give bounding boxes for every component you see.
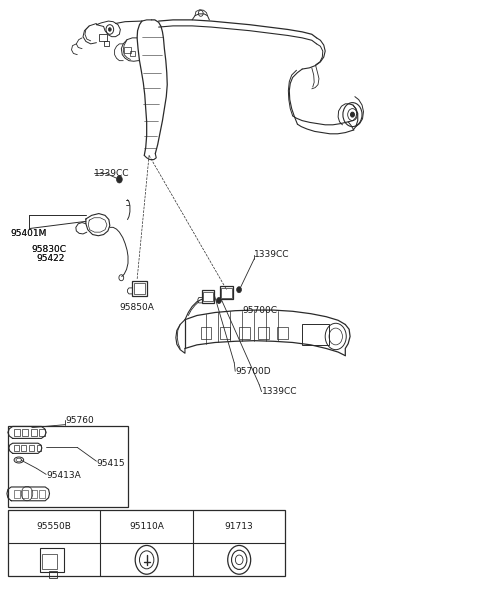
Bar bbox=[42, 554, 57, 569]
Text: 95830C: 95830C bbox=[32, 245, 67, 254]
Bar bbox=[14, 429, 20, 436]
Text: 95850A: 95850A bbox=[120, 303, 154, 312]
Text: 95413A: 95413A bbox=[46, 471, 81, 480]
Bar bbox=[132, 281, 147, 296]
Bar bbox=[22, 429, 28, 436]
Bar bbox=[31, 490, 36, 498]
Text: 95550B: 95550B bbox=[36, 522, 72, 531]
Text: 95422: 95422 bbox=[36, 254, 65, 263]
Bar bbox=[239, 328, 250, 340]
Bar bbox=[302, 325, 328, 346]
Bar bbox=[99, 34, 108, 41]
Bar bbox=[29, 445, 34, 451]
Bar bbox=[202, 290, 214, 303]
Bar bbox=[40, 548, 64, 572]
Bar bbox=[201, 328, 211, 340]
Bar bbox=[21, 445, 26, 451]
Circle shape bbox=[108, 28, 111, 31]
Bar bbox=[258, 328, 269, 340]
Text: 95110A: 95110A bbox=[129, 522, 164, 531]
Bar bbox=[39, 429, 45, 436]
Text: 95415: 95415 bbox=[96, 459, 125, 468]
Text: 1339CC: 1339CC bbox=[254, 251, 290, 260]
Text: 95700D: 95700D bbox=[235, 367, 271, 376]
Bar bbox=[220, 328, 230, 340]
Text: 95422: 95422 bbox=[36, 254, 65, 263]
Bar bbox=[124, 47, 131, 53]
Bar bbox=[277, 328, 288, 340]
Bar bbox=[36, 445, 41, 451]
Text: 1339CC: 1339CC bbox=[262, 387, 297, 396]
Bar bbox=[8, 427, 128, 507]
Bar bbox=[31, 429, 36, 436]
Bar bbox=[14, 490, 20, 498]
Bar bbox=[134, 282, 145, 294]
Text: 95700C: 95700C bbox=[242, 306, 277, 315]
Bar bbox=[8, 510, 286, 576]
Circle shape bbox=[117, 175, 122, 183]
Bar bbox=[39, 490, 45, 498]
Text: 95760: 95760 bbox=[65, 416, 94, 425]
Bar bbox=[104, 41, 109, 46]
Text: 1339CC: 1339CC bbox=[94, 169, 130, 178]
Circle shape bbox=[237, 287, 241, 293]
Bar bbox=[203, 291, 213, 301]
Bar bbox=[49, 570, 57, 578]
Bar bbox=[22, 490, 28, 498]
Text: 95401M: 95401M bbox=[10, 229, 47, 238]
Bar bbox=[221, 288, 232, 297]
Text: 91713: 91713 bbox=[225, 522, 253, 531]
Bar bbox=[220, 286, 233, 299]
Circle shape bbox=[216, 297, 221, 304]
Text: 95830C: 95830C bbox=[32, 245, 67, 254]
Bar bbox=[14, 445, 19, 451]
Text: 95401M: 95401M bbox=[10, 229, 47, 238]
Bar bbox=[130, 51, 135, 56]
Circle shape bbox=[350, 112, 354, 117]
